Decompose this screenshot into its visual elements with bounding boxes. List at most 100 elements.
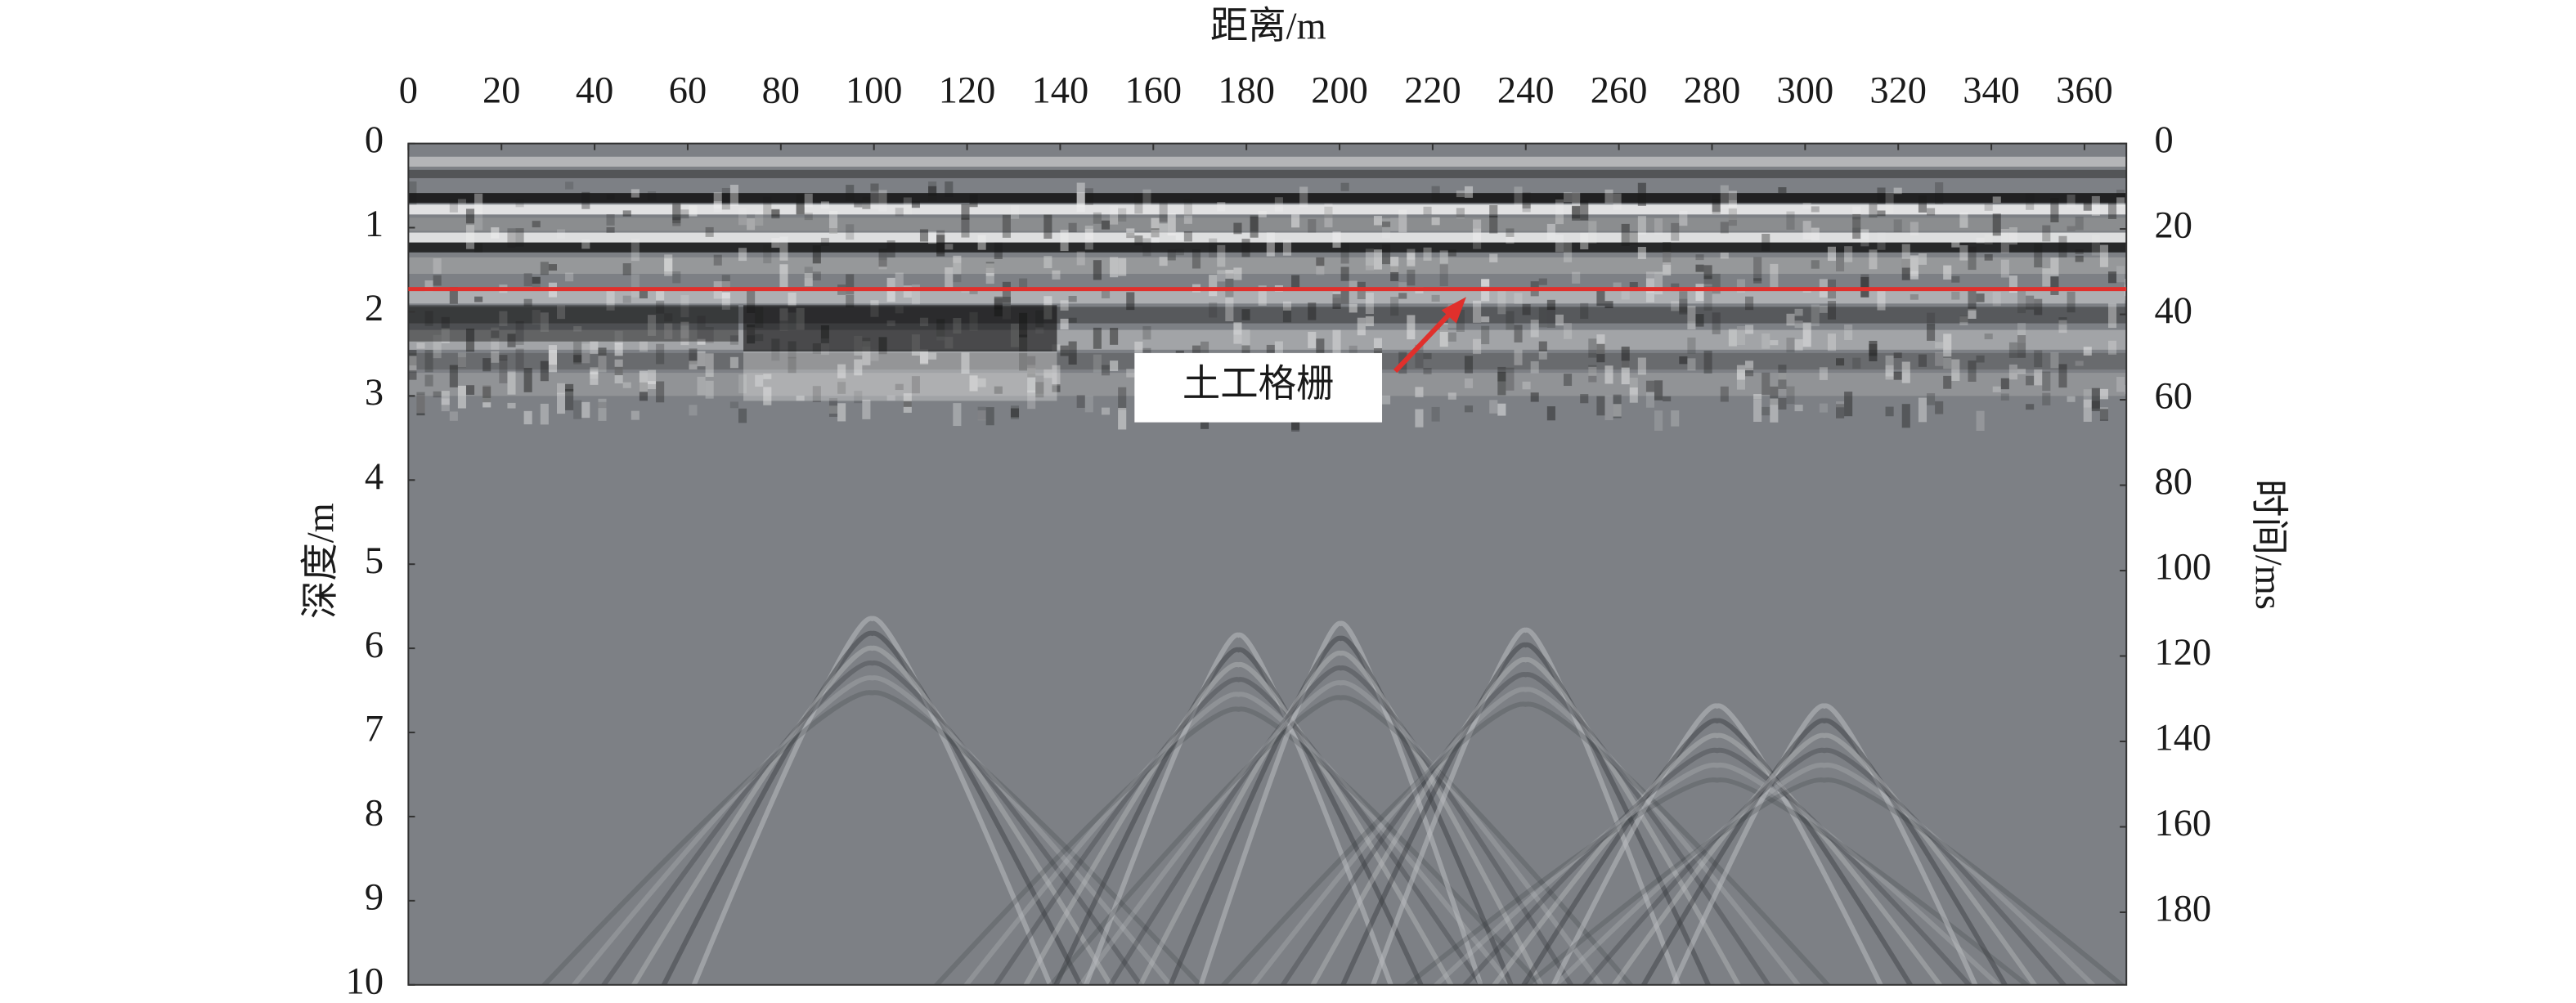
texture-noise [1901,361,1910,383]
texture-noise [1497,403,1506,416]
texture-noise [771,238,780,249]
texture-noise [1976,237,1985,244]
texture-noise [664,313,673,322]
texture-noise [953,262,962,283]
texture-noise [2075,217,2084,231]
texture-noise [1827,301,1837,320]
texture-noise [424,311,433,326]
texture-noise [2008,342,2017,358]
texture-noise [1473,219,1482,241]
texture-noise [1654,380,1663,401]
texture-hyperbola [1023,662,1454,985]
texture-noise [1703,265,1712,280]
texture-noise [408,356,417,372]
texture-noise [1786,386,1795,405]
texture-noise [1068,295,1077,302]
texture-noise [1151,229,1160,243]
texture-noise [491,351,500,363]
texture-noise [1671,410,1680,427]
texture-noise [1728,208,1737,226]
texture-noise [1984,203,1993,211]
texture-noise [1992,213,2001,236]
texture-noise [953,403,962,427]
texture-noise [1654,271,1663,295]
texture-noise [1992,196,2001,204]
texture-noise [474,243,483,253]
texture-noise [1043,256,1052,269]
texture-noise [1588,221,1597,244]
texture-noise [738,208,747,226]
texture-noise [1093,354,1102,373]
texture-noise [2000,259,2009,278]
texture-noise [433,257,442,274]
texture-noise [1770,340,1779,346]
texture-noise [1877,210,1886,217]
texture-hyperbola [1552,762,2097,985]
texture-noise [1745,360,1754,370]
texture-noise [1010,405,1020,419]
texture-noise [465,385,475,395]
texture-hyperbola [1052,647,1424,985]
texture-noise [1357,317,1366,336]
texture-noise [1613,193,1622,210]
texture-noise [2000,378,2009,390]
texture-noise [2107,303,2117,329]
texture-noise [1506,367,1515,391]
texture-band [408,242,2127,253]
texture-hyperbola [1250,687,1802,985]
texture-noise [1736,369,1746,390]
texture-noise [622,295,631,303]
texture-noise [1604,301,1613,309]
texture-noise [1093,212,1102,224]
texture-noise [1258,285,1267,306]
texture-noise [474,193,483,214]
texture-noise [961,352,970,374]
texture-band [408,204,2127,215]
texture-noise [2058,364,2067,388]
texture-noise [581,191,590,209]
texture-noise [1456,310,1465,332]
texture-noise [1183,231,1192,242]
x-tick-label: 160 [1124,70,1182,112]
texture-noise [1588,365,1597,383]
texture-noise [1836,358,1845,366]
texture-noise [1241,329,1250,351]
texture-noise [1695,314,1704,327]
x-tick-label: 240 [1497,70,1555,112]
texture-noise [556,392,566,414]
texture-noise [1712,273,1721,294]
texture-noise [465,208,475,224]
texture-noise [1778,365,1787,389]
x-tick-label: 360 [2056,70,2113,112]
texture-noise [1968,246,1977,271]
texture-noise [1687,337,1696,354]
texture-noise [416,394,425,414]
texture-noise [680,209,689,219]
texture-noise [1869,203,1878,218]
texture-noise [1546,406,1555,421]
texture-noise [1043,214,1052,240]
texture-noise [1637,247,1646,259]
texture-noise [1076,192,1085,213]
texture-noise [1522,203,1531,209]
texture-noise [1473,338,1482,355]
texture-noise [664,258,673,276]
texture-noise [1943,375,1952,389]
texture-noise [1968,288,1977,311]
texture-noise [862,399,871,419]
texture-noise [755,374,764,387]
x-tick-label: 80 [762,70,800,112]
texture-noise [903,393,912,413]
texture-noise [2008,227,2017,245]
texture-noise [672,202,681,221]
texture-noise [2099,388,2108,400]
texture-noise [1918,354,1928,367]
texture-noise [820,201,829,209]
texture-noise [1365,249,1374,266]
texture-noise [1811,260,1820,269]
y-tick-label: 1 [365,204,384,245]
texture-noise [1836,404,1845,419]
texture-noise [1217,244,1226,267]
texture-noise [1943,357,1952,369]
texture-noise [1118,407,1127,430]
